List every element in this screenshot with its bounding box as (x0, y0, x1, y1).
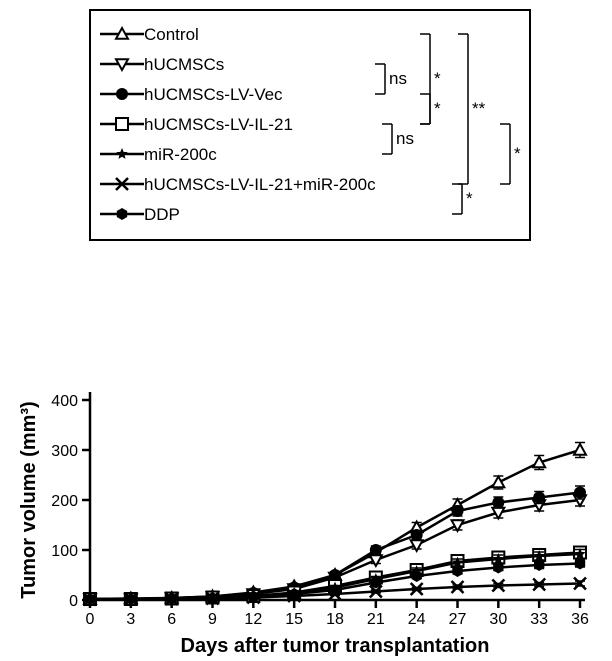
svg-text:400: 400 (51, 393, 78, 410)
legend-label: Control (144, 25, 199, 44)
marker (574, 487, 586, 499)
marker (116, 118, 128, 130)
legend-label: DDP (144, 205, 180, 224)
svg-text:15: 15 (285, 611, 303, 628)
svg-text:Tumor volume (mm³): Tumor volume (mm³) (18, 401, 40, 598)
svg-text:21: 21 (367, 611, 385, 628)
marker (533, 492, 545, 504)
svg-text:3: 3 (126, 611, 135, 628)
svg-text:0: 0 (69, 593, 78, 610)
svg-text:0: 0 (86, 611, 95, 628)
svg-text:36: 36 (571, 611, 589, 628)
svg-text:27: 27 (449, 611, 467, 628)
legend-label: hUCMSCs-LV-Vec (144, 85, 283, 104)
marker (452, 505, 464, 517)
tumor-volume-chart: 01002003004000369121518212427303336Days … (0, 0, 612, 661)
svg-text:*: * (466, 189, 473, 208)
svg-text:**: ** (472, 99, 486, 118)
svg-text:100: 100 (51, 543, 78, 560)
svg-text:24: 24 (408, 611, 426, 628)
chart-container: 01002003004000369121518212427303336Days … (0, 0, 612, 661)
svg-text:ns: ns (389, 69, 407, 88)
legend-label: hUCMSCs (144, 55, 224, 74)
svg-text:33: 33 (530, 611, 548, 628)
svg-text:*: * (514, 144, 521, 163)
marker (370, 544, 382, 556)
svg-text:200: 200 (51, 493, 78, 510)
svg-text:*: * (434, 99, 441, 118)
svg-text:*: * (434, 69, 441, 88)
svg-text:18: 18 (326, 611, 344, 628)
svg-text:ns: ns (396, 129, 414, 148)
legend-label: hUCMSCs-LV-IL-21 (144, 115, 293, 134)
svg-text:6: 6 (167, 611, 176, 628)
svg-text:30: 30 (489, 611, 507, 628)
marker (411, 529, 423, 541)
svg-text:12: 12 (244, 611, 262, 628)
legend-label: hUCMSCs-LV-IL-21+miR-200c (144, 175, 376, 194)
svg-text:9: 9 (208, 611, 217, 628)
marker (116, 88, 128, 100)
svg-text:300: 300 (51, 443, 78, 460)
legend-label: miR-200c (144, 145, 217, 164)
svg-text:Days after tumor transplantati: Days after tumor transplantation (181, 635, 490, 657)
marker (492, 497, 504, 509)
